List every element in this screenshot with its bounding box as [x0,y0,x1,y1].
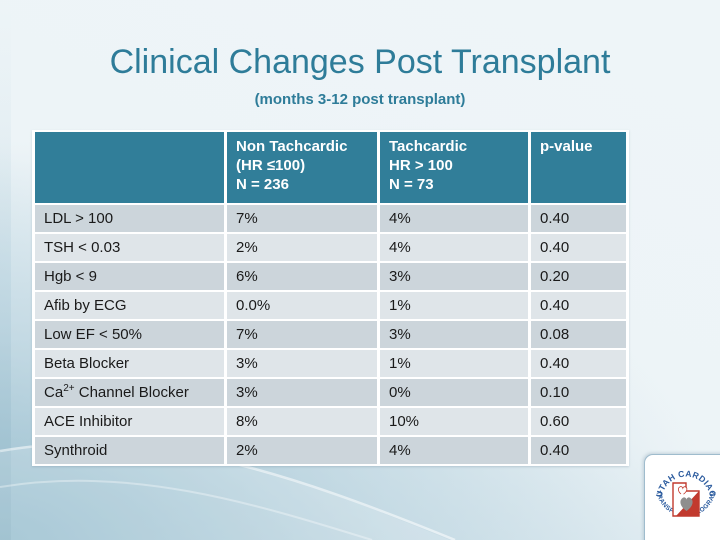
non-tachcardic-cell: 7% [227,321,377,348]
non-tachcardic-cell: 6% [227,263,377,290]
table-header-row: Non Tachcardic (HR ≤100) N = 236 Tachcardi… [35,132,626,203]
utah-state-heart-emblem [672,482,700,517]
table-row: ACE Inhibitor 8% 10% 0.60 [35,408,626,435]
non-tachcardic-cell: 8% [227,408,377,435]
table-row: LDL > 100 7% 4% 0.40 [35,205,626,232]
swoosh-line-2 [0,479,373,540]
row-label-cell: Ca2+ Channel Blocker [35,379,224,406]
table-body: LDL > 100 7% 4% 0.40 TSH < 0.03 2% 4% 0.40 Hgb <… [35,205,626,464]
table-row: Ca2+ Channel Blocker 3% 0% 0.10 [35,379,626,406]
p-value-cell: 0.40 [531,437,626,464]
row-label-cell: Beta Blocker [35,350,224,377]
row-label-cell: TSH < 0.03 [35,234,224,261]
row-label-cell: Low EF < 50% [35,321,224,348]
p-value-cell: 0.60 [531,408,626,435]
p-value-cell: 0.20 [531,263,626,290]
utah-cardiac-transplant-logo-card: UTAH CARDIAC TRANSPLANT PROGRAM [644,454,720,540]
tachcardic-cell: 1% [380,350,528,377]
p-value-cell: 0.40 [531,350,626,377]
table-row: Low EF < 50% 7% 3% 0.08 [35,321,626,348]
header-cell-p-value: p-value [531,132,626,203]
utah-cardiac-transplant-logo: UTAH CARDIAC TRANSPLANT PROGRAM [652,465,720,533]
non-tachcardic-cell: 3% [227,350,377,377]
tachcardic-cell: 4% [380,234,528,261]
anatomical-heart-sketch [678,486,688,495]
slide-title: Clinical Changes Post Transplant [109,43,611,81]
p-value-cell: 0.40 [531,234,626,261]
table-row: Hgb < 9 6% 3% 0.20 [35,263,626,290]
row-label-cell: Hgb < 9 [35,263,224,290]
row-label-cell: Afib by ECG [35,292,224,319]
tachcardic-cell: 3% [380,263,528,290]
non-tachcardic-cell: 2% [227,234,377,261]
row-label-cell: Synthroid [35,437,224,464]
row-label-cell: ACE Inhibitor [35,408,224,435]
non-tachcardic-cell: 2% [227,437,377,464]
p-value-cell: 0.40 [531,292,626,319]
p-value-cell: 0.08 [531,321,626,348]
p-value-cell: 0.10 [531,379,626,406]
table-row: Synthroid 2% 4% 0.40 [35,437,626,464]
tachcardic-cell: 4% [380,205,528,232]
row-label-cell: LDL > 100 [35,205,224,232]
non-tachcardic-cell: 7% [227,205,377,232]
non-tachcardic-cell: 3% [227,379,377,406]
tachcardic-cell: 10% [380,408,528,435]
tachcardic-cell: 4% [380,437,528,464]
header-cell-tachcardic: Tachcardic HR > 100 N = 73 [380,132,528,203]
tachcardic-cell: 0% [380,379,528,406]
tachcardic-cell: 1% [380,292,528,319]
table-row: TSH < 0.03 2% 4% 0.40 [35,234,626,261]
slide-subtitle: (months 3-12 post transplant) [254,91,466,108]
table-row: Afib by ECG 0.0% 1% 0.40 [35,292,626,319]
clinical-changes-table: Non Tachcardic (HR ≤100) N = 236 Tachcardi… [32,130,629,466]
non-tachcardic-cell: 0.0% [227,292,377,319]
header-cell-blank [35,132,224,203]
tachcardic-cell: 3% [380,321,528,348]
p-value-cell: 0.40 [531,205,626,232]
gray-heart-silhouette [680,497,693,511]
header-cell-non-tachcardic: Non Tachcardic (HR ≤100) N = 236 [227,132,377,203]
table-row: Beta Blocker 3% 1% 0.40 [35,350,626,377]
